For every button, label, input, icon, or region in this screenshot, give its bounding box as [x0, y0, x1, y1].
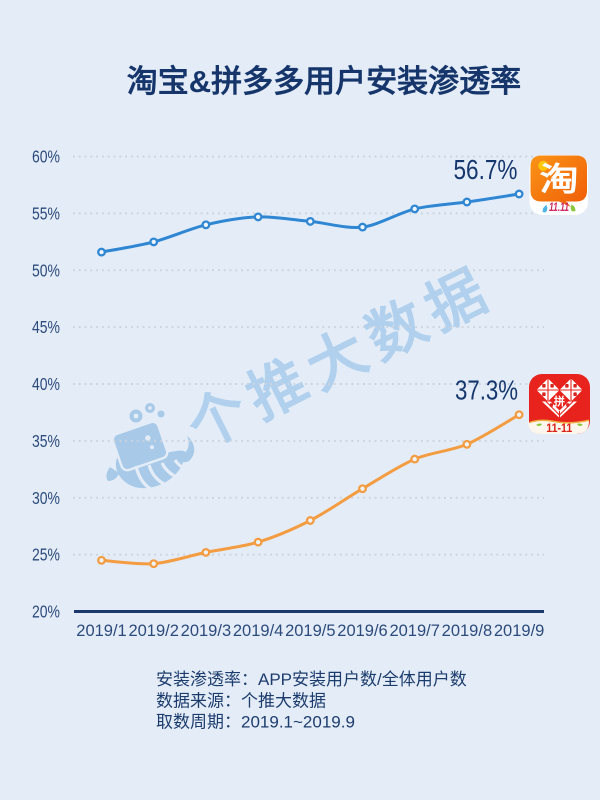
- svg-text:11.11: 11.11: [549, 200, 569, 214]
- svg-text:40%: 40%: [32, 374, 60, 394]
- svg-text:55%: 55%: [32, 203, 60, 223]
- svg-text:30%: 30%: [32, 488, 60, 508]
- svg-text:取数周期：2019.1~2019.9: 取数周期：2019.1~2019.9: [156, 713, 355, 732]
- svg-text:2019/4: 2019/4: [233, 622, 283, 640]
- svg-text:60%: 60%: [32, 147, 60, 167]
- svg-text:2019/9: 2019/9: [494, 622, 544, 640]
- svg-text:35%: 35%: [32, 431, 60, 451]
- svg-text:11-11: 11-11: [546, 421, 572, 435]
- svg-text:56.7%: 56.7%: [454, 154, 518, 185]
- svg-text:安装渗透率：APP安装用户数/全体用户数: 安装渗透率：APP安装用户数/全体用户数: [156, 670, 467, 689]
- svg-text:数据来源：个推大数据: 数据来源：个推大数据: [156, 691, 326, 710]
- svg-text:2019/7: 2019/7: [389, 622, 439, 640]
- svg-text:25%: 25%: [32, 545, 60, 565]
- svg-text:淘: 淘: [540, 161, 579, 197]
- svg-text:20%: 20%: [32, 602, 60, 622]
- svg-text:2019/1: 2019/1: [76, 622, 126, 640]
- svg-text:2019/8: 2019/8: [442, 622, 492, 640]
- svg-text:2019/5: 2019/5: [285, 622, 335, 640]
- svg-text:2019/2: 2019/2: [128, 622, 178, 640]
- svg-text:2019/3: 2019/3: [181, 622, 231, 640]
- svg-text:拼: 拼: [554, 394, 565, 408]
- svg-text:2019/6: 2019/6: [337, 622, 387, 640]
- svg-text:45%: 45%: [32, 317, 60, 337]
- svg-text:37.3%: 37.3%: [455, 375, 518, 406]
- svg-text:个推大数据: 个推大数据: [178, 255, 504, 461]
- svg-text:50%: 50%: [32, 260, 60, 280]
